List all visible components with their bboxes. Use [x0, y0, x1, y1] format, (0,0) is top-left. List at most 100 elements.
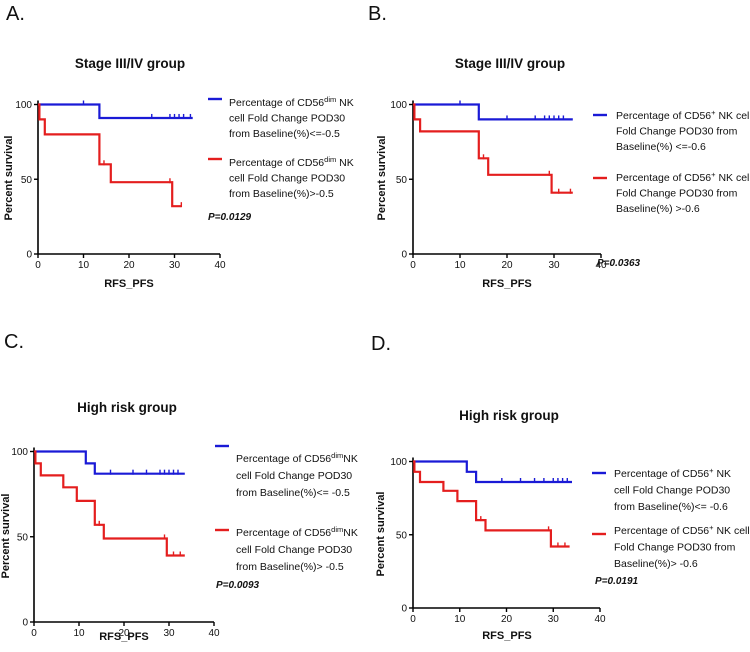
- legend-text-segment: Fold Change POD30 from: [616, 126, 738, 138]
- legend-text-segment: Percentage of CD56: [236, 453, 331, 465]
- legend-text: Percentage of CD56dimNK: [236, 451, 358, 465]
- legend-text: Percentage of CD56+ NK cell: [616, 170, 750, 184]
- panel-c: C. High risk group 0 50 100 0 10 20 30 40 Percent …: [0, 331, 358, 643]
- legend-text-segment: cell Fold Change POD30: [229, 113, 345, 125]
- legend-text-segment: from Baseline(%)<=-0.5: [229, 128, 340, 140]
- legend-text-segment: cell Fold Change POD30: [236, 544, 352, 556]
- legend-superscript: dim: [324, 155, 336, 164]
- legend-text: from Baseline(%)> -0.5: [236, 561, 344, 573]
- x-tick-label: 20: [501, 260, 513, 271]
- y-tick-label: 50: [17, 532, 29, 543]
- legend-text: Fold Change POD30 from: [614, 542, 736, 554]
- x-tick-label: 30: [548, 260, 560, 271]
- x-tick-label: 30: [163, 628, 175, 639]
- legend-text: Percentage of CD56dimNK: [236, 525, 358, 539]
- legend-text: Percentage of CD56dim NK: [229, 155, 354, 169]
- x-axis-label: RFS_PFS: [99, 631, 149, 643]
- x-tick-label: 40: [214, 260, 226, 271]
- legend-text-segment: Percentage of CD56: [616, 110, 711, 122]
- chart-title: High risk group: [459, 408, 559, 423]
- y-axis-label: Percent survival: [3, 136, 15, 221]
- x-tick-label: 20: [123, 260, 135, 271]
- survival-curve-high: [38, 103, 182, 208]
- legend-superscript: dim: [324, 95, 336, 104]
- legend-text: cell Fold Change POD30: [236, 544, 352, 556]
- legend-text-segment: NK: [343, 453, 358, 465]
- legend-text-segment: from Baseline(%)>-0.5: [229, 188, 334, 200]
- x-tick-label: 0: [410, 614, 416, 625]
- y-tick-label: 0: [401, 604, 407, 615]
- legend-text-segment: NK: [714, 468, 732, 480]
- legend-superscript: dim: [331, 525, 343, 534]
- panel-d: D. High risk group 0 50 100 0 10 20 30 40 Percent …: [371, 333, 750, 642]
- legend-text-segment: Fold Change POD30 from: [616, 188, 738, 200]
- x-axis-label: RFS_PFS: [104, 278, 154, 290]
- legend-text: Percentage of CD56+ NK cell: [614, 523, 750, 537]
- y-tick-label: 0: [401, 250, 407, 261]
- x-tick-label: 40: [594, 614, 606, 625]
- survival-curve-low: [38, 103, 193, 120]
- x-tick-label: 0: [35, 260, 41, 271]
- legend-text: from Baseline(%)<= -0.5: [236, 487, 350, 499]
- legend-text-segment: Percentage of CD56: [614, 468, 709, 480]
- x-axis-label: RFS_PFS: [482, 278, 532, 290]
- legend-text: Percentage of CD56+ NK cell: [616, 108, 750, 122]
- legend-text-segment: NK: [336, 97, 354, 109]
- survival-curve-high: [34, 450, 185, 557]
- legend-text: Fold Change POD30 from: [616, 188, 738, 200]
- y-tick-label: 100: [15, 100, 32, 111]
- survival-curve-low: [413, 460, 572, 484]
- legend-text-segment: NK cell: [716, 172, 750, 184]
- legend-text-segment: NK: [343, 527, 358, 539]
- legend-text-segment: Baseline(%) >-0.6: [616, 203, 700, 215]
- legend-text-segment: NK cell: [714, 525, 750, 537]
- panel-letter: A.: [6, 3, 25, 25]
- legend-text: Percentage of CD56+ NK: [614, 466, 731, 480]
- chart-title: Stage III/IV group: [75, 56, 185, 71]
- x-tick-label: 30: [169, 260, 181, 271]
- x-tick-label: 20: [501, 614, 513, 625]
- x-axis-label: RFS_PFS: [482, 630, 532, 642]
- legend-superscript: +: [711, 170, 716, 179]
- y-tick-label: 100: [390, 100, 407, 111]
- x-tick-label: 30: [548, 614, 560, 625]
- survival-curve-low: [413, 103, 573, 121]
- survival-curve-low: [34, 450, 185, 475]
- x-tick-label: 10: [78, 260, 90, 271]
- legend-text: cell Fold Change POD30: [229, 173, 345, 185]
- legend-text-segment: cell Fold Change POD30: [229, 173, 345, 185]
- legend-text-segment: Fold Change POD30 from: [614, 542, 736, 554]
- x-tick-label: 0: [410, 260, 416, 271]
- legend-text: cell Fold Change POD30: [229, 113, 345, 125]
- chart-title: Stage III/IV group: [455, 56, 565, 71]
- legend-text-segment: Percentage of CD56: [229, 97, 324, 109]
- legend-text-segment: Percentage of CD56: [229, 157, 324, 169]
- legend-text: Baseline(%)> -0.6: [614, 558, 698, 570]
- legend-text-segment: NK cell: [716, 110, 750, 122]
- legend-text-segment: NK: [336, 157, 354, 169]
- chart-title: High risk group: [77, 400, 177, 415]
- legend-text-segment: from Baseline(%)> -0.5: [236, 561, 344, 573]
- panel-letter: D.: [371, 333, 391, 355]
- legend-text: Fold Change POD30 from: [616, 126, 738, 138]
- x-tick-label: 0: [31, 628, 37, 639]
- p-value: P=0.0129: [208, 212, 252, 223]
- panel-letter: C.: [4, 331, 24, 353]
- legend-text: from Baseline(%)<=-0.5: [229, 128, 340, 140]
- y-axis-label: Percent survival: [0, 494, 12, 579]
- y-tick-label: 0: [26, 250, 32, 261]
- y-axis-label: Percent survival: [376, 136, 388, 221]
- legend-text: cell Fold Change POD30: [614, 485, 730, 497]
- legend-text: Percentage of CD56dim NK: [229, 95, 354, 109]
- x-tick-label: 10: [73, 628, 85, 639]
- legend-text-segment: Percentage of CD56: [236, 527, 331, 539]
- legend-superscript: +: [709, 466, 714, 475]
- legend-text: from Baseline(%)<= -0.6: [614, 501, 728, 513]
- legend-superscript: +: [711, 108, 716, 117]
- legend-text: from Baseline(%)>-0.5: [229, 188, 334, 200]
- y-tick-label: 50: [21, 175, 33, 186]
- legend-text-segment: Baseline(%) <=-0.6: [616, 141, 706, 153]
- x-tick-label: 40: [595, 260, 607, 271]
- legend-text-segment: cell Fold Change POD30: [614, 485, 730, 497]
